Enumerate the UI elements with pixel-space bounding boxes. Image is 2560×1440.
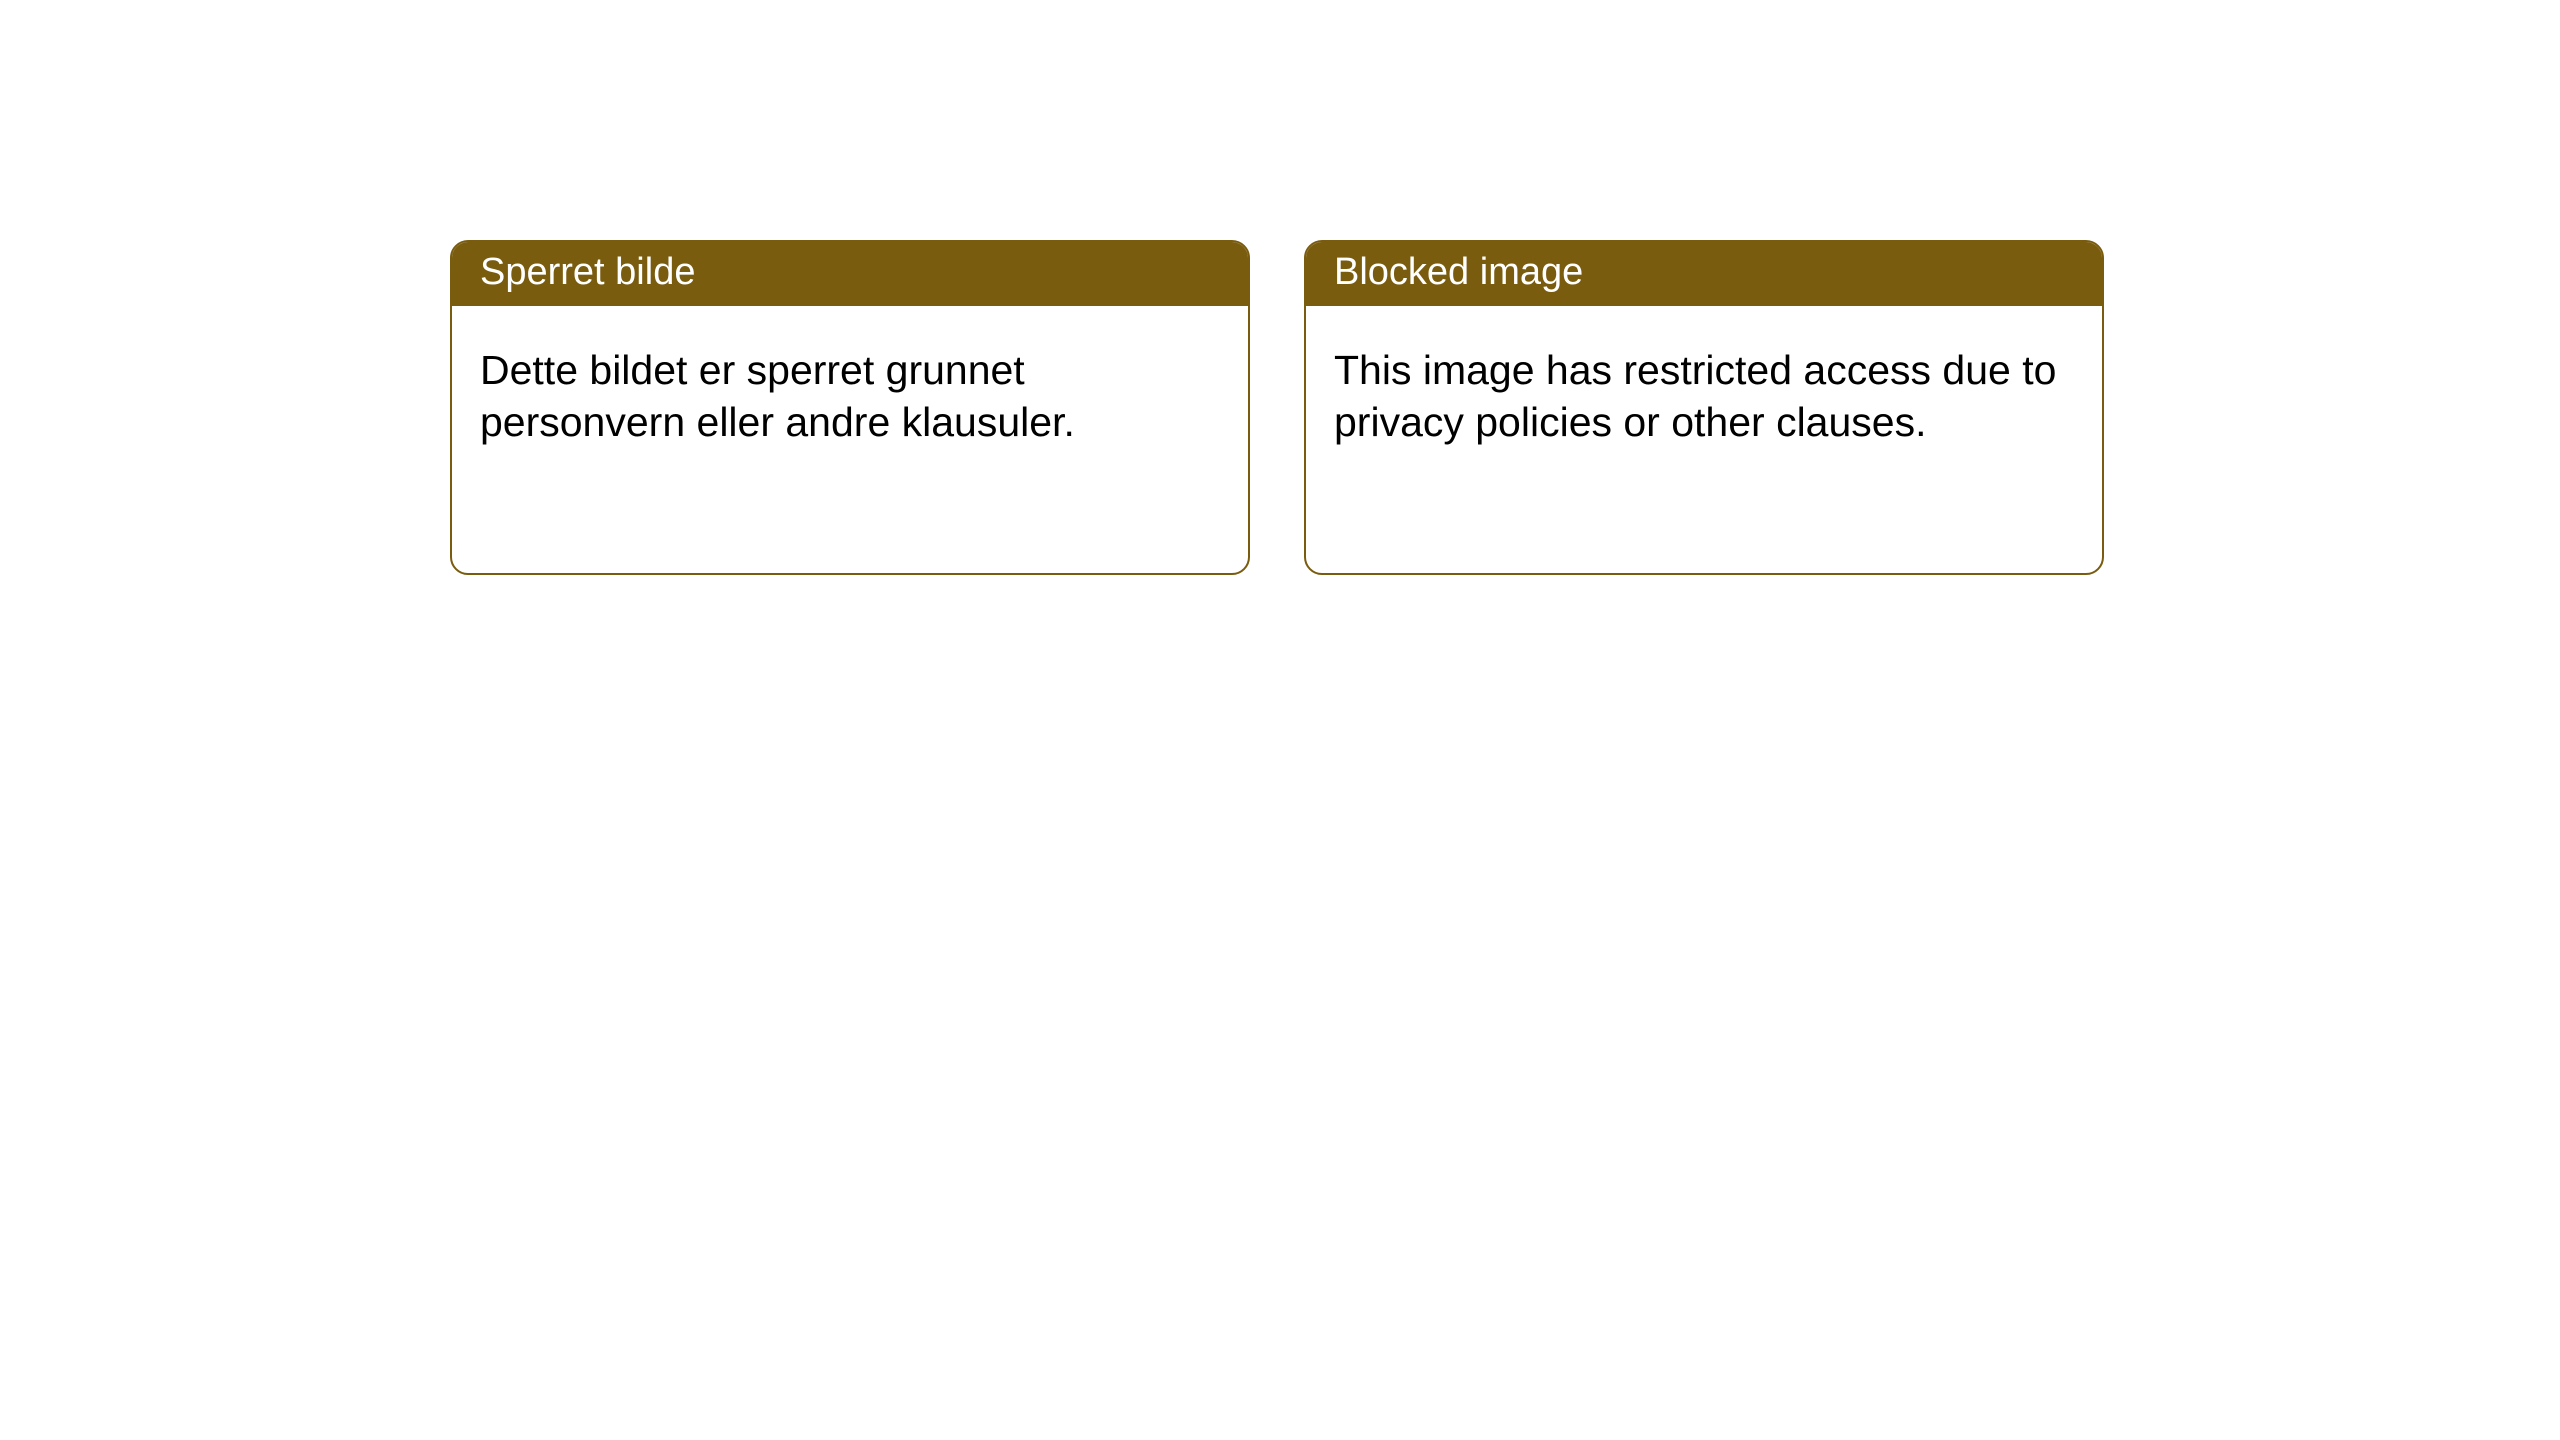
notice-body: Dette bildet er sperret grunnet personve… (452, 306, 1248, 487)
notice-box-norwegian: Sperret bilde Dette bildet er sperret gr… (450, 240, 1250, 575)
notice-box-english: Blocked image This image has restricted … (1304, 240, 2104, 575)
notice-header: Blocked image (1306, 242, 2102, 306)
notice-body: This image has restricted access due to … (1306, 306, 2102, 487)
notice-header: Sperret bilde (452, 242, 1248, 306)
notices-container: Sperret bilde Dette bildet er sperret gr… (0, 0, 2560, 575)
